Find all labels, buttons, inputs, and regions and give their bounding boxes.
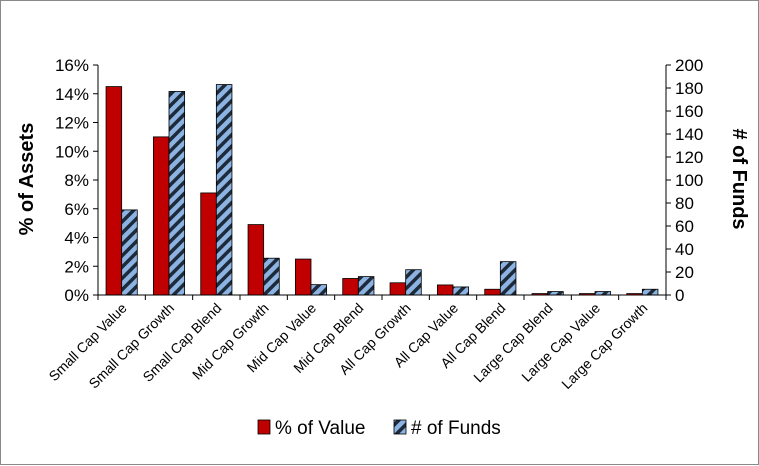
right-tick-label: 160 — [675, 102, 703, 121]
bar-value — [247, 224, 265, 296]
left-tick-label: 16% — [55, 56, 89, 75]
bar-value — [152, 136, 170, 296]
bar-value — [200, 192, 217, 296]
right-tick-label: 100 — [675, 171, 703, 190]
bar-funds — [641, 288, 659, 296]
right-axis-title: # of Funds — [728, 128, 750, 229]
left-axis-title: % of Assets — [16, 123, 38, 236]
left-tick-label: 12% — [55, 114, 89, 133]
category-label: Small Cap Value — [45, 300, 129, 384]
bar-funds — [547, 291, 564, 296]
legend-label-value: % of Value — [275, 418, 365, 439]
right-tick-label: 0 — [675, 286, 684, 305]
left-tick-label: 0% — [64, 286, 89, 305]
left-tick-label: 14% — [55, 85, 89, 104]
left-axis-ticks: 0% 2% 4% 6% 8% 10% 12% 14% 16% — [55, 56, 98, 305]
bar-funds — [263, 257, 280, 296]
bar-value — [484, 288, 501, 296]
right-tick-label: 80 — [675, 194, 694, 213]
bar-funds — [121, 209, 138, 296]
category-label: Small Cap Growth — [85, 300, 177, 392]
bar-funds — [310, 284, 328, 296]
legend-swatch-value — [257, 419, 271, 435]
bar-value — [342, 278, 359, 296]
bar-funds — [215, 84, 233, 296]
bar-funds — [357, 276, 375, 296]
right-tick-label: 200 — [675, 56, 703, 75]
bar-value — [436, 284, 454, 296]
axes — [97, 65, 667, 300]
bars — [105, 84, 659, 296]
bar-value — [389, 282, 407, 296]
left-tick-label: 8% — [64, 171, 89, 190]
bar-funds — [405, 269, 422, 296]
legend: % of Value # of Funds — [257, 418, 501, 439]
left-tick-label: 10% — [55, 142, 89, 161]
right-tick-label: 20 — [675, 263, 694, 282]
bar-value — [294, 258, 312, 296]
bar-funds — [594, 291, 612, 296]
bar-funds — [499, 261, 517, 296]
right-tick-label: 120 — [675, 148, 703, 167]
legend-swatch-funds — [393, 419, 407, 435]
right-tick-label: 140 — [675, 125, 703, 144]
right-axis-ticks: 0 20 40 60 80 100 120 140 160 180 200 — [666, 56, 703, 305]
right-tick-label: 60 — [675, 217, 694, 236]
right-tick-label: 40 — [675, 240, 694, 259]
bar-funds — [452, 286, 470, 296]
category-label: Large Cap Growth — [558, 300, 650, 392]
legend-label-funds: # of Funds — [411, 418, 501, 439]
bar-funds — [168, 91, 186, 296]
right-tick-label: 180 — [675, 79, 703, 98]
left-tick-label: 6% — [64, 200, 89, 219]
bar-value — [105, 86, 123, 296]
left-tick-label: 2% — [64, 257, 89, 276]
left-tick-label: 4% — [64, 229, 89, 248]
